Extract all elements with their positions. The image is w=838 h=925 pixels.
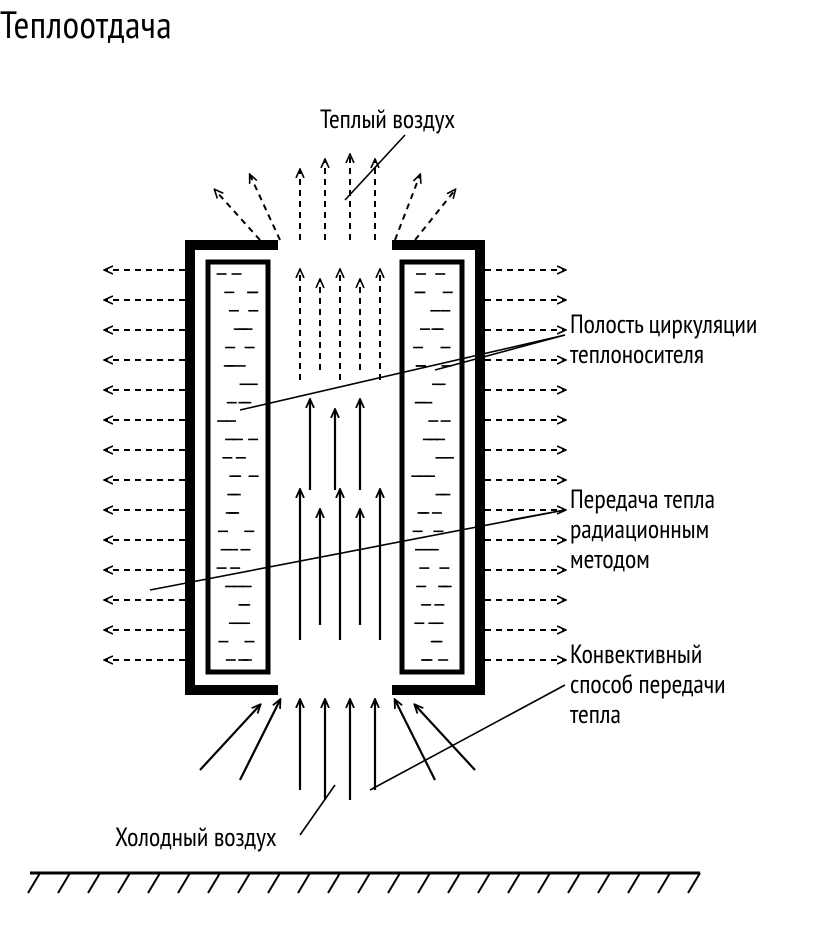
diagram-page: Теплоотдача Теплый воздух Полость циркул… [0,0,838,925]
label-convection: Конвективныйспособ передачитепла [570,640,726,730]
page-title: Теплоотдача [0,0,172,49]
label-warm-air: Теплый воздух [320,105,455,135]
label-cold-air: Холодный воздух [115,823,277,853]
label-radiation: Передача тепларадиационнымметодом [570,485,715,575]
heat-transfer-diagram [0,0,838,925]
label-cavity: Полость циркуляциитеплоносителя [570,310,757,370]
